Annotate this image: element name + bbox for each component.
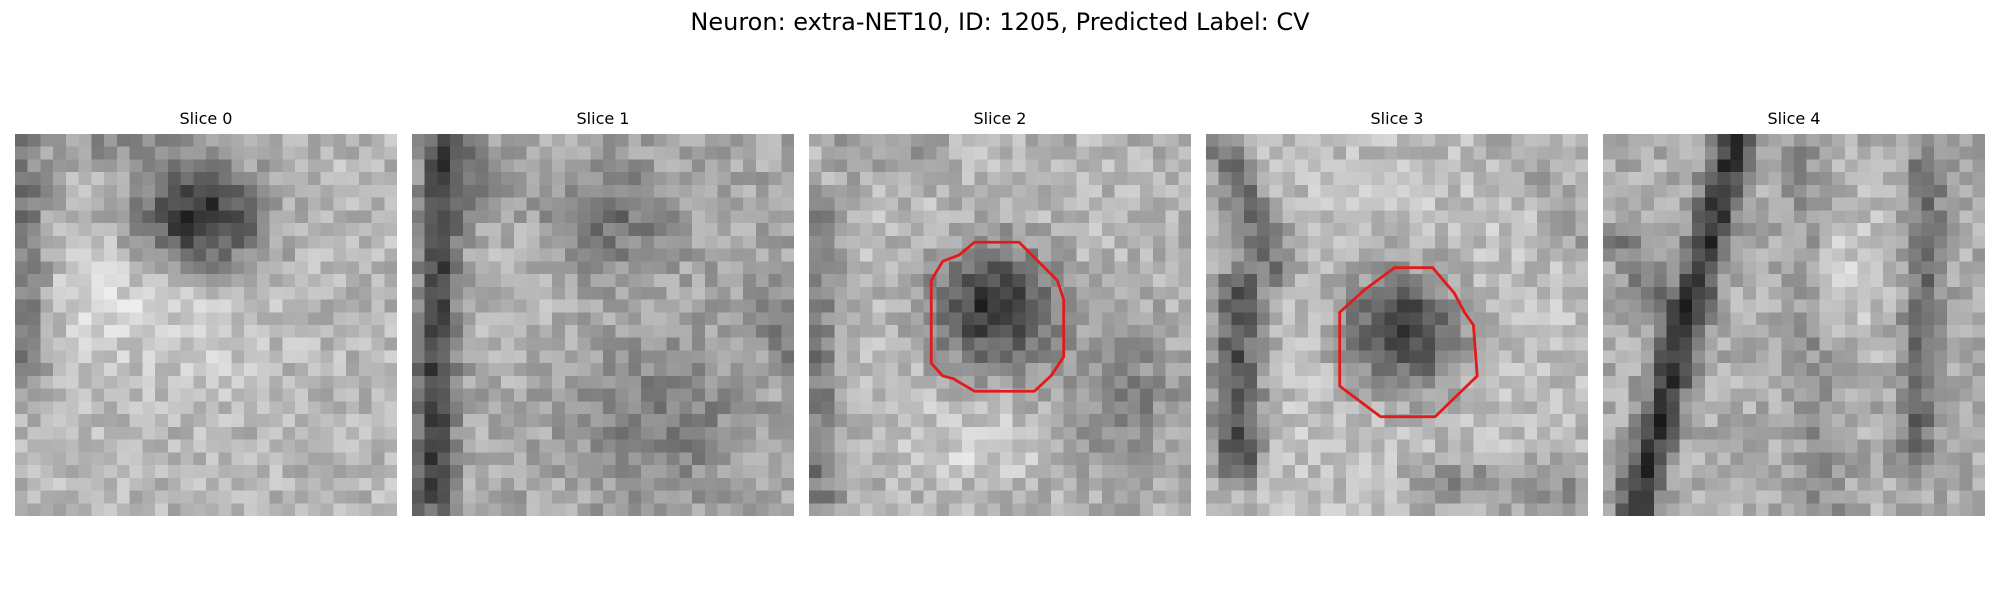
slice-panel-0: Slice 0 [15, 108, 397, 130]
slice-title: Slice 2 [809, 108, 1191, 130]
figure-title: Neuron: extra-NET10, ID: 1205, Predicted… [0, 6, 2000, 38]
slice-panel-1: Slice 1 [412, 108, 794, 130]
slice-image [809, 134, 1191, 516]
slice-title: Slice 4 [1603, 108, 1985, 130]
slice-image [412, 134, 794, 516]
slice-title: Slice 3 [1206, 108, 1588, 130]
slice-image [1603, 134, 1985, 516]
slice-image [15, 134, 397, 516]
slice-title: Slice 1 [412, 108, 794, 130]
slice-panel-3: Slice 3 [1206, 108, 1588, 130]
slice-panel-2: Slice 2 [809, 108, 1191, 130]
slice-title: Slice 0 [15, 108, 397, 130]
slice-image [1206, 134, 1588, 516]
slice-panel-4: Slice 4 [1603, 108, 1985, 130]
